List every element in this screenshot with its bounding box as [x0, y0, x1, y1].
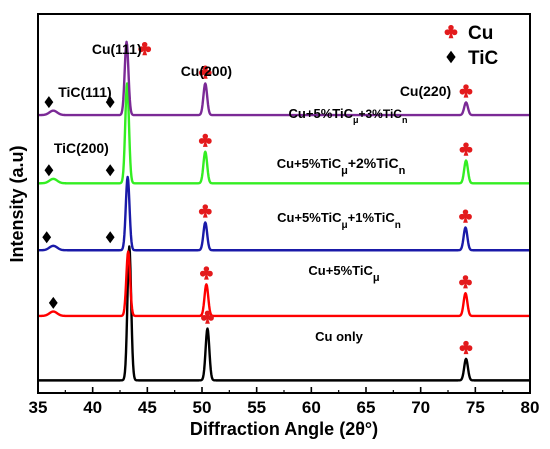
x-tick-label: 55: [247, 398, 266, 417]
cu-peak-marker: [459, 142, 473, 156]
legend: Cu TiC: [444, 23, 499, 69]
x-axis: 35 40 45 50 55 60 65 70 75 80: [29, 387, 540, 417]
series-label: Cu only: [315, 329, 363, 344]
peak-markers-layer: [42, 42, 473, 355]
peak-label: Cu(220): [400, 83, 451, 99]
cu-peak-marker: [459, 209, 472, 223]
x-axis-title: Diffraction Angle (2θ°): [190, 419, 378, 439]
cu-peak-marker: [198, 133, 212, 147]
club-icon: [444, 25, 458, 39]
x-tick-label: 45: [138, 398, 157, 417]
tic-peak-marker: [42, 231, 52, 244]
series-line: [38, 40, 530, 117]
x-tick-label: 70: [411, 398, 430, 417]
series-label: Cu+5%TiCμ: [308, 263, 379, 284]
tic-peak-marker: [44, 96, 54, 109]
series-line: [38, 82, 530, 185]
tic-peak-marker: [105, 231, 115, 244]
series-line: [38, 245, 530, 382]
tic-peak-marker: [105, 164, 115, 177]
series-line: [38, 250, 530, 318]
traces-layer: [38, 40, 530, 382]
tic-peak-marker: [105, 96, 115, 109]
series-label: Cu+5%TiCμ+2%TiCn: [277, 155, 406, 177]
x-tick-label: 50: [193, 398, 212, 417]
plot-frame: [37, 13, 531, 394]
cu-peak-marker: [198, 204, 212, 218]
tic-peak-marker: [44, 164, 54, 177]
series-label: Cu+5%TiCμ+3%TiCn: [289, 106, 408, 125]
x-tick-label: 60: [302, 398, 321, 417]
diamond-icon: [446, 50, 456, 64]
cu-peak-marker: [459, 84, 473, 98]
cu-peak-marker: [459, 275, 472, 289]
x-tick-label: 40: [83, 398, 102, 417]
x-tick-label: 80: [521, 398, 540, 417]
legend-label: Cu: [468, 23, 493, 44]
y-axis-title: Intensity (a.u): [7, 145, 27, 262]
cu-peak-marker: [199, 266, 213, 280]
cu-peak-marker: [198, 65, 212, 79]
legend-item: Cu: [444, 23, 493, 44]
peak-label: Cu(111): [92, 41, 142, 57]
legend-item: TiC: [446, 48, 499, 69]
peak-label: TiC(200): [54, 140, 109, 156]
series-label: Cu+5%TiCμ+1%TiCn: [277, 210, 401, 231]
legend-label: TiC: [468, 48, 499, 69]
x-tick-label: 75: [466, 398, 485, 417]
x-tick-label: 35: [29, 398, 48, 417]
tic-peak-marker: [48, 296, 58, 309]
series-line: [38, 175, 530, 252]
peak-label: TiC(111): [58, 84, 111, 100]
cu-peak-marker: [201, 310, 214, 324]
annotations-layer: Cu(111) Cu(200) Cu(220) TiC(111) TiC(200) Cu …: [54, 41, 451, 344]
cu-peak-marker: [138, 42, 152, 56]
x-tick-label: 65: [357, 398, 376, 417]
peak-label: Cu(200): [181, 63, 232, 79]
cu-peak-marker: [459, 340, 473, 355]
